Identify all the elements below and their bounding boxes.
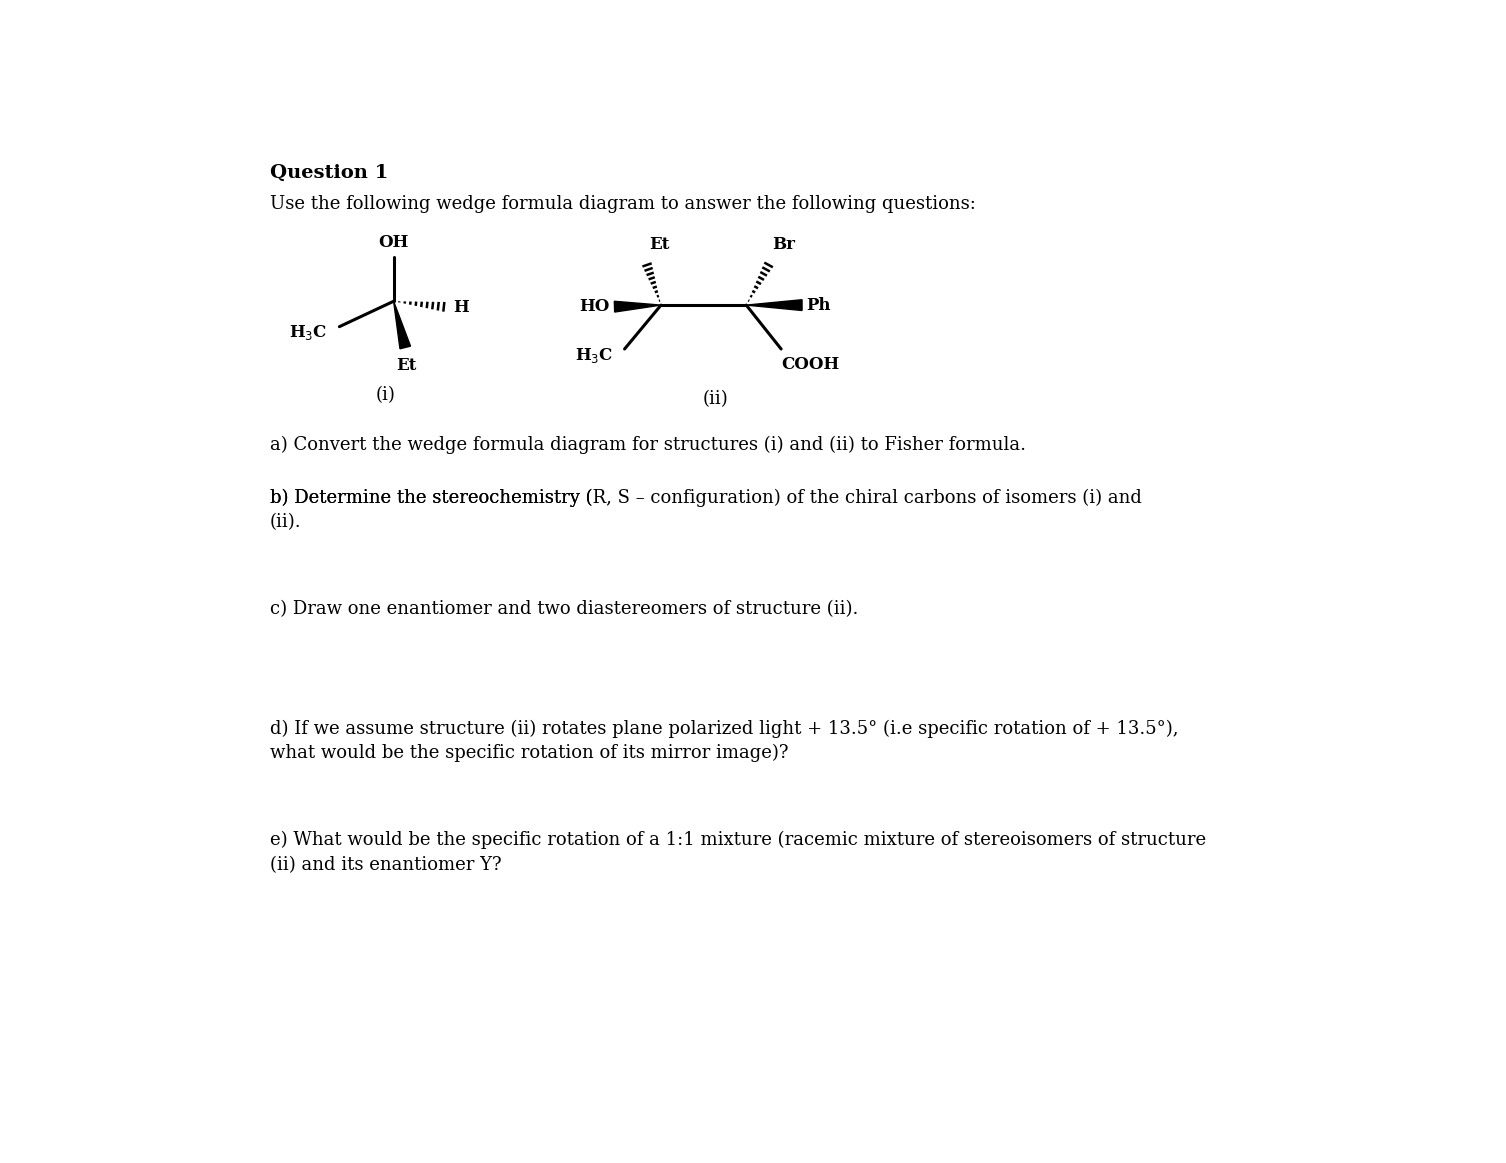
Text: (ii).: (ii).: [270, 513, 301, 531]
Text: Et: Et: [396, 357, 417, 373]
Text: Question 1: Question 1: [270, 164, 389, 183]
Text: (ii) and its enantiomer Y?: (ii) and its enantiomer Y?: [270, 856, 501, 873]
Text: b) Determine the stereochemistry (R, S – configuration) of the chiral carbons of: b) Determine the stereochemistry (R, S –…: [270, 488, 1142, 507]
Polygon shape: [747, 300, 803, 311]
Text: H$_3$C: H$_3$C: [575, 345, 614, 365]
Text: OH: OH: [378, 234, 408, 251]
Text: d) If we assume structure (ii) rotates plane polarized light + 13.5° (i.e specif: d) If we assume structure (ii) rotates p…: [270, 720, 1178, 737]
Text: Ph: Ph: [806, 297, 830, 314]
Text: Et: Et: [649, 236, 670, 252]
Polygon shape: [614, 301, 661, 312]
Text: (ii): (ii): [702, 390, 727, 408]
Text: Br: Br: [773, 236, 795, 252]
Text: HO: HO: [580, 298, 610, 315]
Text: H$_3$C: H$_3$C: [289, 322, 327, 342]
Text: b) Determine the stereochemistry (: b) Determine the stereochemistry (: [270, 488, 592, 507]
Text: what would be the specific rotation of its mirror image)?: what would be the specific rotation of i…: [270, 744, 788, 762]
Text: (i): (i): [376, 386, 396, 404]
Text: COOH: COOH: [782, 356, 839, 373]
Text: c) Draw one enantiomer and two diastereomers of structure (ii).: c) Draw one enantiomer and two diastereo…: [270, 600, 858, 618]
Text: e) What would be the specific rotation of a 1:1 mixture (racemic mixture of ster: e) What would be the specific rotation o…: [270, 832, 1206, 849]
Text: a) Convert the wedge formula diagram for structures (i) and (ii) to Fisher formu: a) Convert the wedge formula diagram for…: [270, 436, 1026, 455]
Text: H: H: [453, 299, 468, 316]
Polygon shape: [393, 301, 411, 349]
Text: Use the following wedge formula diagram to answer the following questions:: Use the following wedge formula diagram …: [270, 195, 976, 213]
